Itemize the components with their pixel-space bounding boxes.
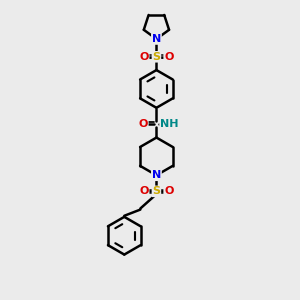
Text: N: N	[152, 170, 161, 180]
Text: O: O	[139, 119, 148, 129]
Text: O: O	[139, 52, 149, 62]
Text: NH: NH	[160, 119, 178, 129]
Text: O: O	[139, 186, 149, 197]
Text: N: N	[152, 34, 161, 44]
Text: S: S	[152, 186, 160, 197]
Text: O: O	[164, 186, 173, 197]
Text: O: O	[164, 52, 173, 62]
Text: S: S	[152, 52, 160, 62]
